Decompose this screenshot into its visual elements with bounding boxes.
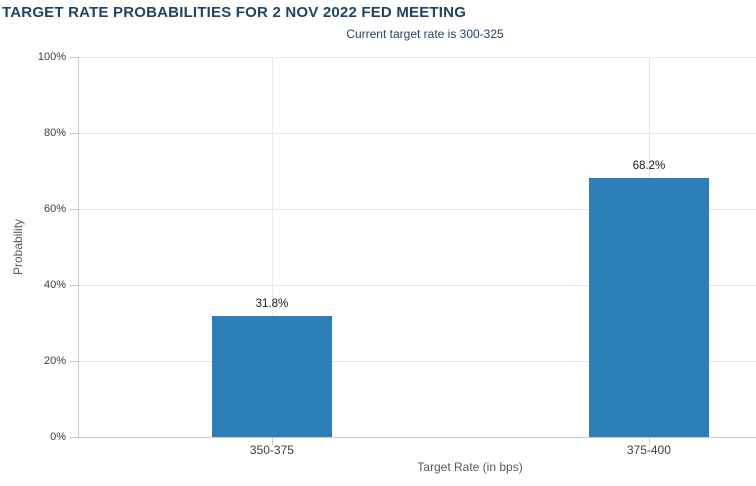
y-axis-tick <box>70 285 78 286</box>
y-axis-tick <box>70 57 78 58</box>
gridline-vertical <box>271 57 273 437</box>
x-axis-title: Target Rate (in bps) <box>417 460 523 474</box>
gridline-horizontal <box>78 209 756 210</box>
y-axis-tick-label: 40% <box>43 279 66 291</box>
bar-350-375[interactable] <box>211 316 332 437</box>
gridline-horizontal <box>78 285 756 286</box>
y-axis-tick <box>70 133 78 134</box>
y-axis-tick <box>70 437 78 438</box>
gridline-horizontal <box>78 57 756 58</box>
y-axis-tick <box>70 361 78 362</box>
x-axis-category-label: 350-375 <box>249 443 294 457</box>
y-axis-tick-label: 80% <box>43 127 66 139</box>
x-axis-tick <box>271 438 273 445</box>
y-axis-tick-label: 60% <box>43 203 66 215</box>
chart-subtitle: Current target rate is 300-325 <box>346 27 504 41</box>
y-axis-tick-label: 0% <box>50 431 66 443</box>
bar-value-label: 68.2% <box>632 159 666 172</box>
y-axis-line <box>78 57 79 437</box>
x-axis-tick <box>648 438 650 445</box>
y-axis-title: Probability <box>11 218 25 276</box>
plot-area: 31.8% 68.2% <box>78 57 756 437</box>
x-axis-category-label: 375-400 <box>626 443 671 457</box>
chart-title: TARGET RATE PROBABILITIES FOR 2 NOV 2022… <box>2 4 467 21</box>
y-axis-tick-label: 100% <box>37 51 66 63</box>
bar-375-400[interactable] <box>588 177 709 437</box>
bar-value-label: 31.8% <box>255 298 289 311</box>
y-axis-tick-label: 20% <box>43 355 66 367</box>
gridline-horizontal <box>78 361 756 362</box>
y-axis-tick <box>70 209 78 210</box>
x-axis-line <box>78 437 756 438</box>
gridline-horizontal <box>78 133 756 134</box>
